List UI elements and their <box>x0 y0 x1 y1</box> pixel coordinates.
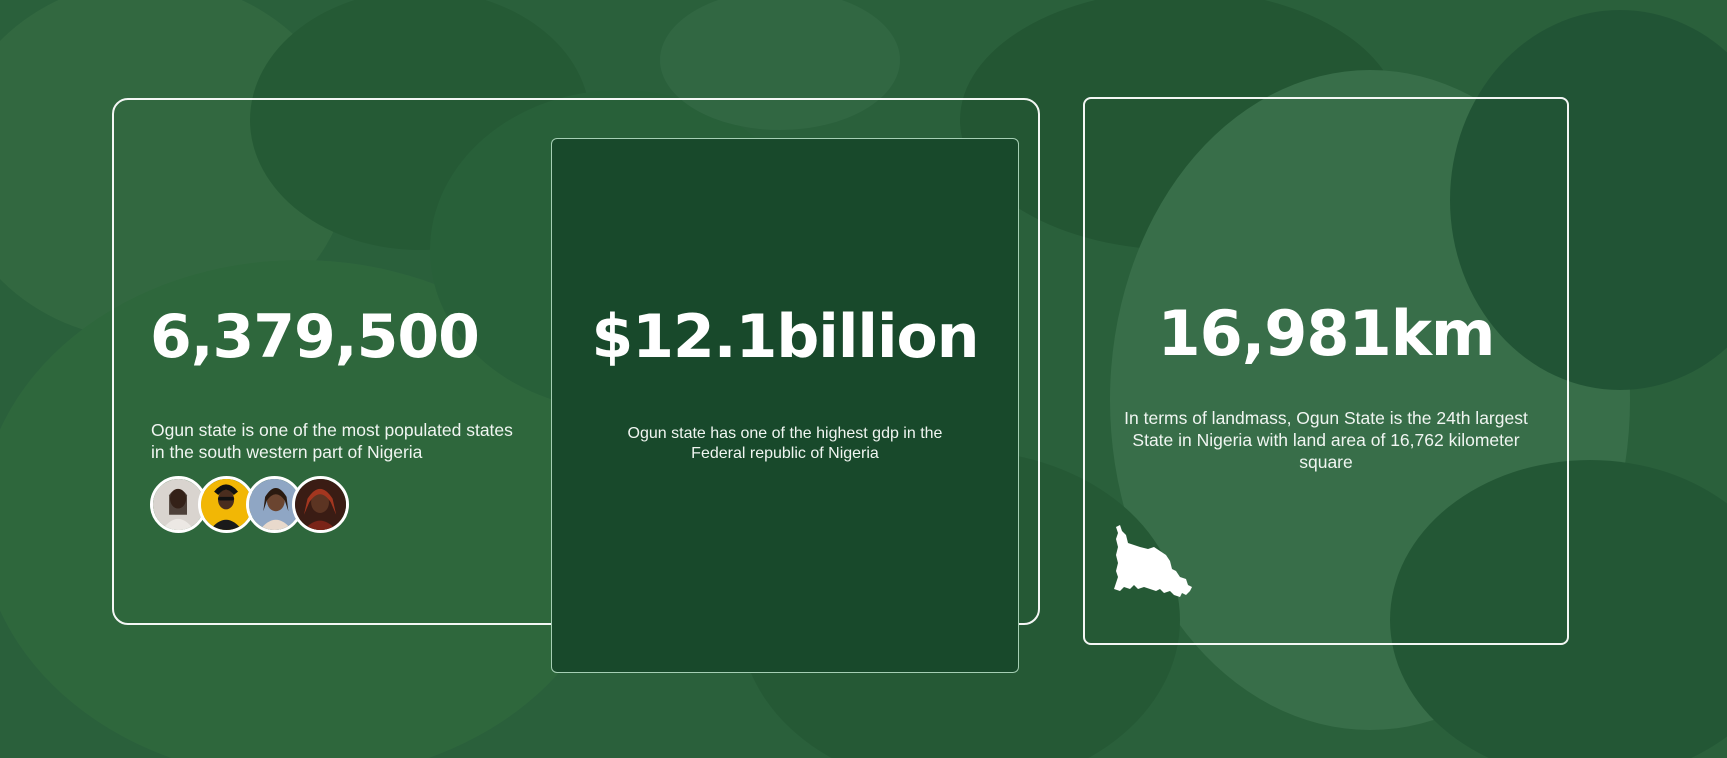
avatar <box>246 476 303 533</box>
population-value: 6,379,500 <box>150 302 480 372</box>
gdp-description: Ogun state has one of the highest gdp in… <box>627 425 943 462</box>
population-description: Ogun state is one of the most populated … <box>151 420 513 462</box>
landmass-value: 16,981km <box>1157 297 1495 370</box>
avatar <box>292 476 349 533</box>
landmass-card <box>1083 97 1569 645</box>
gdp-value: $12.1billion <box>591 302 980 372</box>
landmass-description: In terms of landmass, Ogun State is the … <box>1124 408 1528 472</box>
ogun-state-map-icon <box>1110 525 1194 599</box>
gdp-card <box>551 138 1019 673</box>
avatar <box>198 476 255 533</box>
